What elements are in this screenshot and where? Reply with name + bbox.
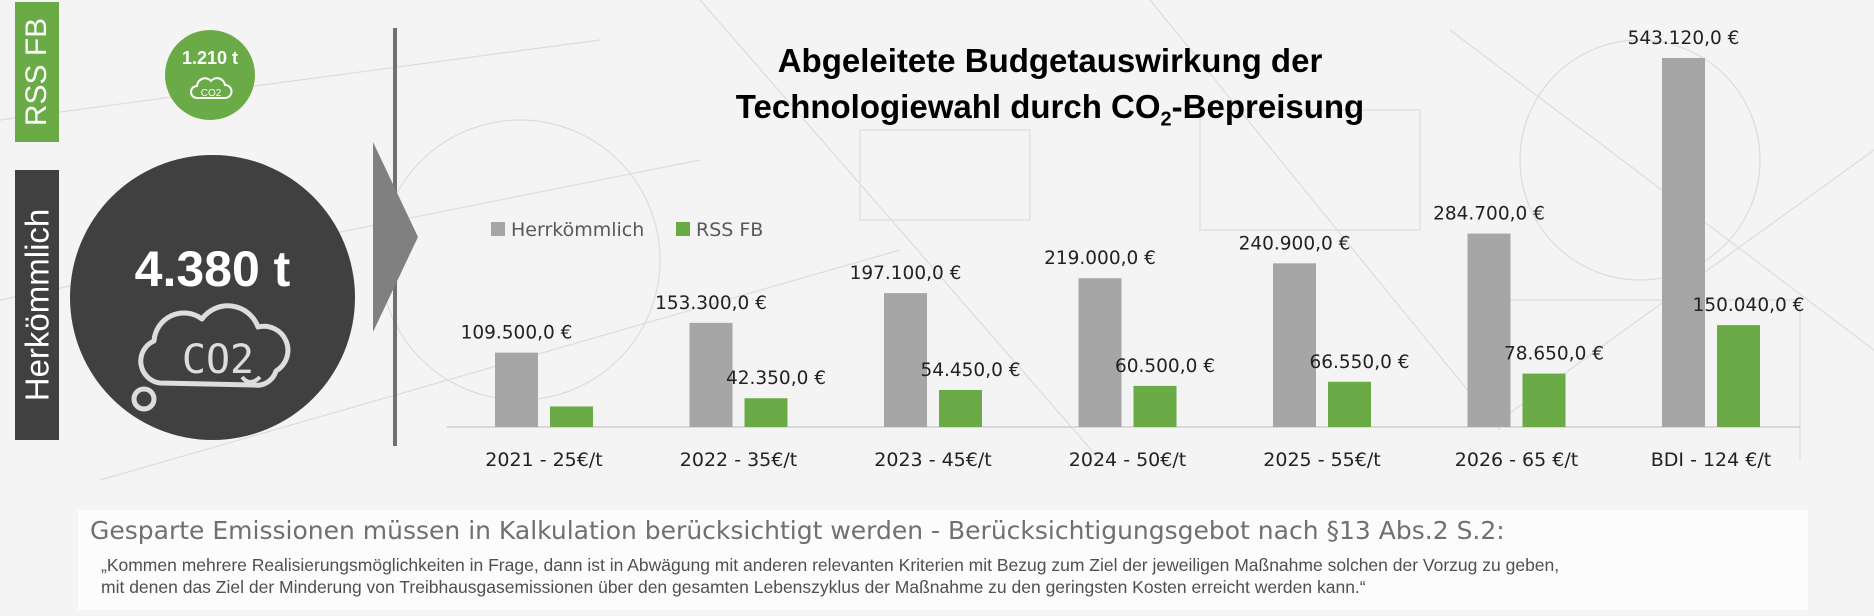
chart-title-line2-a: Technologiewahl durch CO bbox=[735, 88, 1161, 125]
legend-label-herkoemmlich: Herrkömmlich bbox=[511, 219, 644, 241]
data-label-herkoemmlich-2: 197.100,0 € bbox=[850, 263, 962, 284]
bar-herkoemmlich-5 bbox=[1467, 233, 1511, 427]
big-icon-text: CO2 bbox=[182, 337, 254, 383]
legend-label-rss-fb: RSS FB bbox=[696, 219, 763, 241]
legend-swatch-rss-fb bbox=[676, 222, 690, 236]
legend-swatch-herkoemmlich bbox=[491, 222, 505, 236]
bar-rss-fb-0 bbox=[550, 406, 593, 427]
small-icon-text: CO2 bbox=[201, 88, 222, 99]
chart-title-line1: Abgeleitete Budgetauswirkung der bbox=[777, 42, 1323, 79]
note-quote-line1: „Kommen mehrere Realisierungsmöglichkeit… bbox=[101, 555, 1560, 575]
bar-herkoemmlich-3 bbox=[1078, 278, 1122, 427]
chart-title: Abgeleitete Budgetauswirkung der Technol… bbox=[640, 38, 1460, 143]
herkoemmlich-emission-bubble: 4.380 t CO2 bbox=[70, 155, 355, 440]
data-label-rss-fb-5: 78.650,0 € bbox=[1504, 344, 1604, 365]
x-tick-label-1: 2022 - 35€/t bbox=[680, 449, 797, 471]
right-arrow-icon bbox=[373, 142, 418, 332]
bar-herkoemmlich-2 bbox=[884, 293, 927, 427]
bar-rss-fb-3 bbox=[1133, 385, 1177, 427]
herkoemmlich-tab: Herkömmlich bbox=[15, 170, 59, 440]
legal-note: Gesparte Emissionen müssen in Kalkulatio… bbox=[78, 510, 1808, 610]
x-tick-label-2: 2023 - 45€/t bbox=[874, 449, 991, 471]
co2-cloud-icon-small: CO2 bbox=[190, 77, 233, 99]
rss-emission-bubble: 1.210 t CO2 bbox=[165, 30, 255, 120]
chart-title-line2: Technologiewahl durch CO2-Bepreisung bbox=[640, 84, 1460, 143]
bar-herkoemmlich-4 bbox=[1273, 263, 1316, 427]
herkoemmlich-emission-value: 4.380 t bbox=[134, 241, 291, 297]
bar-rss-fb-4 bbox=[1328, 381, 1371, 427]
note-heading: Gesparte Emissionen müssen in Kalkulatio… bbox=[90, 516, 1505, 545]
data-label-rss-fb-2: 54.450,0 € bbox=[920, 360, 1020, 381]
note-quote-line2: mit denen das Ziel der Minderung von Tre… bbox=[101, 577, 1366, 597]
bar-rss-fb-6 bbox=[1717, 325, 1760, 427]
bar-rss-fb-1 bbox=[744, 398, 788, 427]
data-label-rss-fb-1: 42.350,0 € bbox=[726, 368, 826, 389]
data-label-herkoemmlich-4: 240.900,0 € bbox=[1239, 233, 1351, 254]
rss-emission-value: 1.210 t bbox=[181, 48, 239, 68]
data-label-herkoemmlich-0: 109.500,0 € bbox=[461, 323, 573, 344]
bar-herkoemmlich-1 bbox=[689, 322, 733, 427]
x-tick-label-3: 2024 - 50€/t bbox=[1069, 449, 1186, 471]
data-label-herkoemmlich-6: 543.120,0 € bbox=[1628, 28, 1740, 49]
x-tick-label-5: 2026 - 65 €/t bbox=[1455, 449, 1578, 471]
data-label-herkoemmlich-5: 284.700,0 € bbox=[1433, 204, 1545, 225]
bar-rss-fb-2 bbox=[939, 390, 982, 427]
x-tick-label-6: BDI - 124 €/t bbox=[1651, 449, 1771, 471]
data-label-herkoemmlich-3: 219.000,0 € bbox=[1044, 248, 1156, 269]
data-label-herkoemmlich-1: 153.300,0 € bbox=[655, 293, 767, 314]
data-label-rss-fb-6: 150.040,0 € bbox=[1693, 295, 1805, 316]
data-label-rss-fb-3: 60.500,0 € bbox=[1115, 356, 1215, 377]
bar-herkoemmlich-0 bbox=[495, 352, 538, 427]
data-label-rss-fb-4: 66.550,0 € bbox=[1309, 352, 1409, 373]
x-tick-label-0: 2021 - 25€/t bbox=[485, 449, 602, 471]
bar-rss-fb-5 bbox=[1522, 373, 1566, 427]
chart-title-line2-b: -Bepreisung bbox=[1171, 88, 1365, 125]
x-tick-label-4: 2025 - 55€/t bbox=[1263, 449, 1380, 471]
chart-title-subscript: 2 bbox=[1160, 108, 1172, 131]
bar-herkoemmlich-6 bbox=[1662, 58, 1705, 427]
co2-cloud-icon-large: CO2 bbox=[131, 303, 291, 412]
rss-fb-tab: RSS FB bbox=[15, 2, 59, 142]
